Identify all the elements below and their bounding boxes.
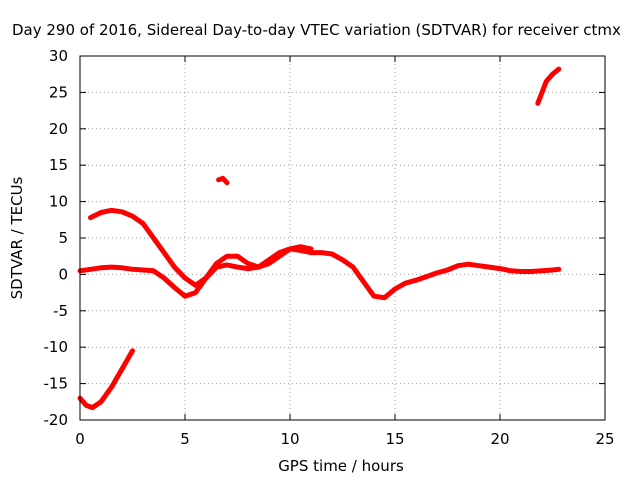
x-tick-label: 5 xyxy=(180,430,190,448)
y-tick-label: -15 xyxy=(44,375,69,393)
series-mid-blip xyxy=(216,175,230,186)
plot-frame xyxy=(79,55,606,421)
x-tick-label: 0 xyxy=(75,430,85,448)
y-axis-label: SDTVAR / TECUs xyxy=(8,176,26,299)
series-late-segment xyxy=(535,66,562,106)
y-tick-label: 10 xyxy=(49,193,68,211)
y-tick-label: 5 xyxy=(58,229,68,247)
y-tick-label: 25 xyxy=(49,83,68,101)
x-tick-label: 25 xyxy=(595,430,614,448)
y-tick-label: -20 xyxy=(44,411,69,429)
x-tick-label: 20 xyxy=(490,430,509,448)
grid xyxy=(80,56,605,420)
series-upper-arc xyxy=(88,207,314,288)
ticks xyxy=(79,55,606,421)
series-main-band xyxy=(77,246,562,301)
x-tick-label: 10 xyxy=(280,430,299,448)
y-tick-label: 20 xyxy=(49,120,68,138)
y-tick-label: 15 xyxy=(49,156,68,174)
y-tick-label: -5 xyxy=(53,302,68,320)
y-tick-label: 30 xyxy=(49,47,68,65)
x-tick-label: 15 xyxy=(385,430,404,448)
y-tick-label: -10 xyxy=(44,338,69,356)
y-tick-label: 0 xyxy=(58,265,68,283)
x-axis-label: GPS time / hours xyxy=(278,457,404,475)
tick-labels: 0 5 10 15 20 25 -20 -15 -10 -5 0 5 10 15 20 25 30 xyxy=(44,47,615,448)
series-group xyxy=(77,66,562,411)
chart-title: Day 290 of 2016, Sidereal Day-to-day VTE… xyxy=(12,21,621,39)
series-early-segment xyxy=(77,348,135,411)
